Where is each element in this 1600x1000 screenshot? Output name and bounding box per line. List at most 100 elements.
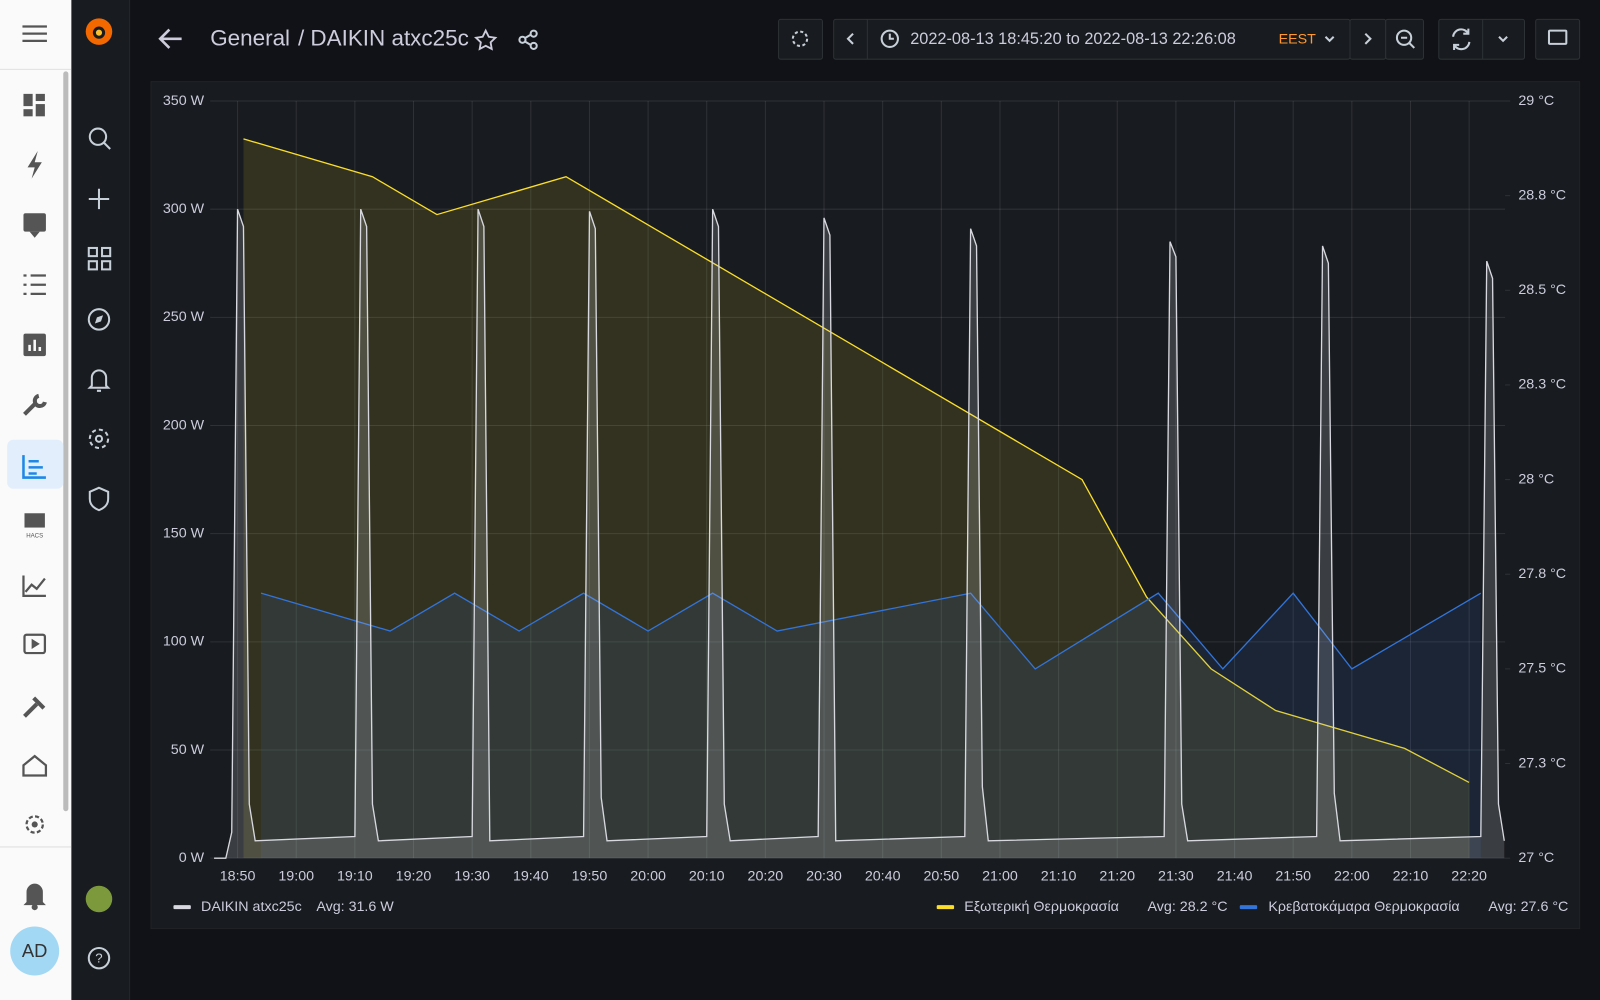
x-tick-label: 19:00	[278, 868, 314, 884]
time-range: 2022-08-13 18:45:20 to 2022-08-13 22:26:…	[910, 30, 1236, 48]
share-button[interactable]	[518, 29, 538, 51]
user-initials: AD	[22, 940, 48, 961]
time-forward[interactable]	[1349, 18, 1387, 60]
legend-name[interactable]: Εξωτερική Θερμοκρασία	[964, 899, 1119, 915]
x-tick-label: 20:50	[923, 868, 959, 884]
y2-tick-label: 27.3 °C	[1518, 755, 1566, 771]
legend-swatch	[173, 905, 191, 910]
nav-list[interactable]	[23, 274, 46, 296]
y2-tick-label: 28.8 °C	[1518, 187, 1566, 203]
x-tick-label: 20:10	[689, 868, 725, 884]
x-tick-label: 21:10	[1041, 868, 1077, 884]
y-tick-label: 350 W	[163, 93, 205, 109]
nav-grafana[interactable]	[22, 455, 46, 479]
clock-icon	[880, 29, 899, 48]
refresh-dropdown[interactable]	[1498, 36, 1508, 43]
y2-tick-label: 29 °C	[1518, 93, 1554, 109]
x-tick-label: 22:00	[1334, 868, 1370, 884]
time-dropdown	[1324, 36, 1335, 43]
nav-media[interactable]	[23, 633, 47, 655]
zoom-icon-lines	[1401, 36, 1416, 49]
y-tick-label: 50 W	[171, 742, 205, 758]
x-tick-label: 19:50	[572, 868, 608, 884]
search[interactable]	[88, 127, 111, 150]
x-tick-label: 19:10	[337, 868, 373, 884]
series-line	[243, 138, 1470, 784]
nav-hacs[interactable]: HACS	[24, 513, 45, 539]
y-tick-label: 0 W	[179, 850, 205, 866]
legend-avg: Avg: 27.6 °C	[1488, 899, 1568, 915]
time-forward-icon	[1364, 32, 1372, 45]
x-tick-label: 21:40	[1217, 868, 1253, 884]
x-tick-label: 19:20	[396, 868, 432, 884]
configuration[interactable]	[88, 428, 110, 449]
create[interactable]	[88, 188, 110, 210]
nav-energy[interactable]	[27, 151, 42, 179]
refresh-icon	[1452, 28, 1471, 51]
nav-settings[interactable]	[25, 815, 44, 834]
y2-tick-label: 28.3 °C	[1518, 377, 1566, 393]
legend-swatch	[1239, 905, 1258, 910]
x-tick-label: 21:50	[1275, 868, 1311, 884]
tv-mode[interactable]	[1535, 18, 1581, 60]
profile-avatar[interactable]	[85, 885, 113, 913]
panel	[150, 81, 1581, 930]
nav-history[interactable]	[23, 333, 46, 357]
alerting[interactable]	[87, 369, 111, 392]
zoom-icon	[1395, 29, 1413, 46]
nav-overview[interactable]	[23, 93, 45, 117]
x-tick-label: 19:30	[454, 868, 490, 884]
x-tick-label: 20:40	[865, 868, 901, 884]
x-tick-label: 20:00	[630, 868, 666, 884]
y-tick-label: 150 W	[163, 525, 205, 541]
legend-name[interactable]: DAIKIN atxc25c	[201, 899, 302, 915]
series-line	[214, 208, 1505, 859]
y-tick-label: 200 W	[163, 417, 205, 433]
x-tick-label: 19:40	[513, 868, 549, 884]
nav-logbook[interactable]	[23, 213, 46, 238]
x-tick-label: 22:10	[1393, 868, 1429, 884]
settings-button[interactable]	[778, 18, 823, 60]
y2-tick-label: 28 °C	[1518, 471, 1554, 487]
legend-name[interactable]: Κρεβατοκάμαρα Θερμοκρασία	[1268, 899, 1459, 915]
star-button[interactable]	[474, 28, 498, 51]
timezone: EEST	[1279, 32, 1317, 48]
y2-tick-label: 27.8 °C	[1518, 566, 1566, 582]
notifications[interactable]	[23, 883, 46, 911]
y2-tick-label: 27.5 °C	[1518, 661, 1566, 677]
x-tick-label: 21:20	[1099, 868, 1135, 884]
back-button[interactable]	[158, 28, 182, 49]
nav-tools[interactable]	[23, 393, 47, 416]
grafana-logo[interactable]	[85, 18, 113, 45]
x-tick-label: 22:20	[1451, 868, 1487, 884]
time-back[interactable]	[846, 32, 854, 45]
x-tick-label: 21:30	[1158, 868, 1194, 884]
breadcrumb-folder[interactable]: General	[210, 26, 290, 51]
series-area	[243, 138, 1470, 859]
y-tick-label: 300 W	[163, 201, 205, 217]
nav-stats[interactable]	[22, 575, 46, 598]
help[interactable]: ?	[87, 946, 111, 970]
server-admin[interactable]	[88, 486, 110, 512]
tv-icon	[1547, 29, 1568, 45]
x-tick-label: 21:00	[982, 868, 1018, 884]
y-tick-label: 100 W	[163, 634, 205, 650]
user-avatar[interactable]	[10, 926, 60, 976]
grafana-sidebar	[71, 0, 130, 1000]
zoom-out[interactable]	[1385, 18, 1424, 60]
menu-button[interactable]	[22, 25, 47, 42]
x-tick-label: 20:20	[748, 868, 784, 884]
settings-icon	[791, 30, 809, 47]
nav-home[interactable]	[22, 754, 48, 777]
y-tick-label: 250 W	[163, 309, 205, 325]
x-tick-label: 20:30	[806, 868, 842, 884]
svg-text:HACS: HACS	[26, 532, 43, 539]
nav-dev[interactable]	[23, 696, 46, 718]
refresh-button[interactable]	[1438, 18, 1525, 60]
x-tick-label: 18:50	[220, 868, 256, 884]
ha-sidebar	[0, 0, 72, 1000]
legend-avg: Avg: 28.2 °C	[1148, 899, 1228, 915]
dashboards[interactable]	[87, 246, 112, 271]
y2-tick-label: 27 °C	[1518, 850, 1554, 866]
